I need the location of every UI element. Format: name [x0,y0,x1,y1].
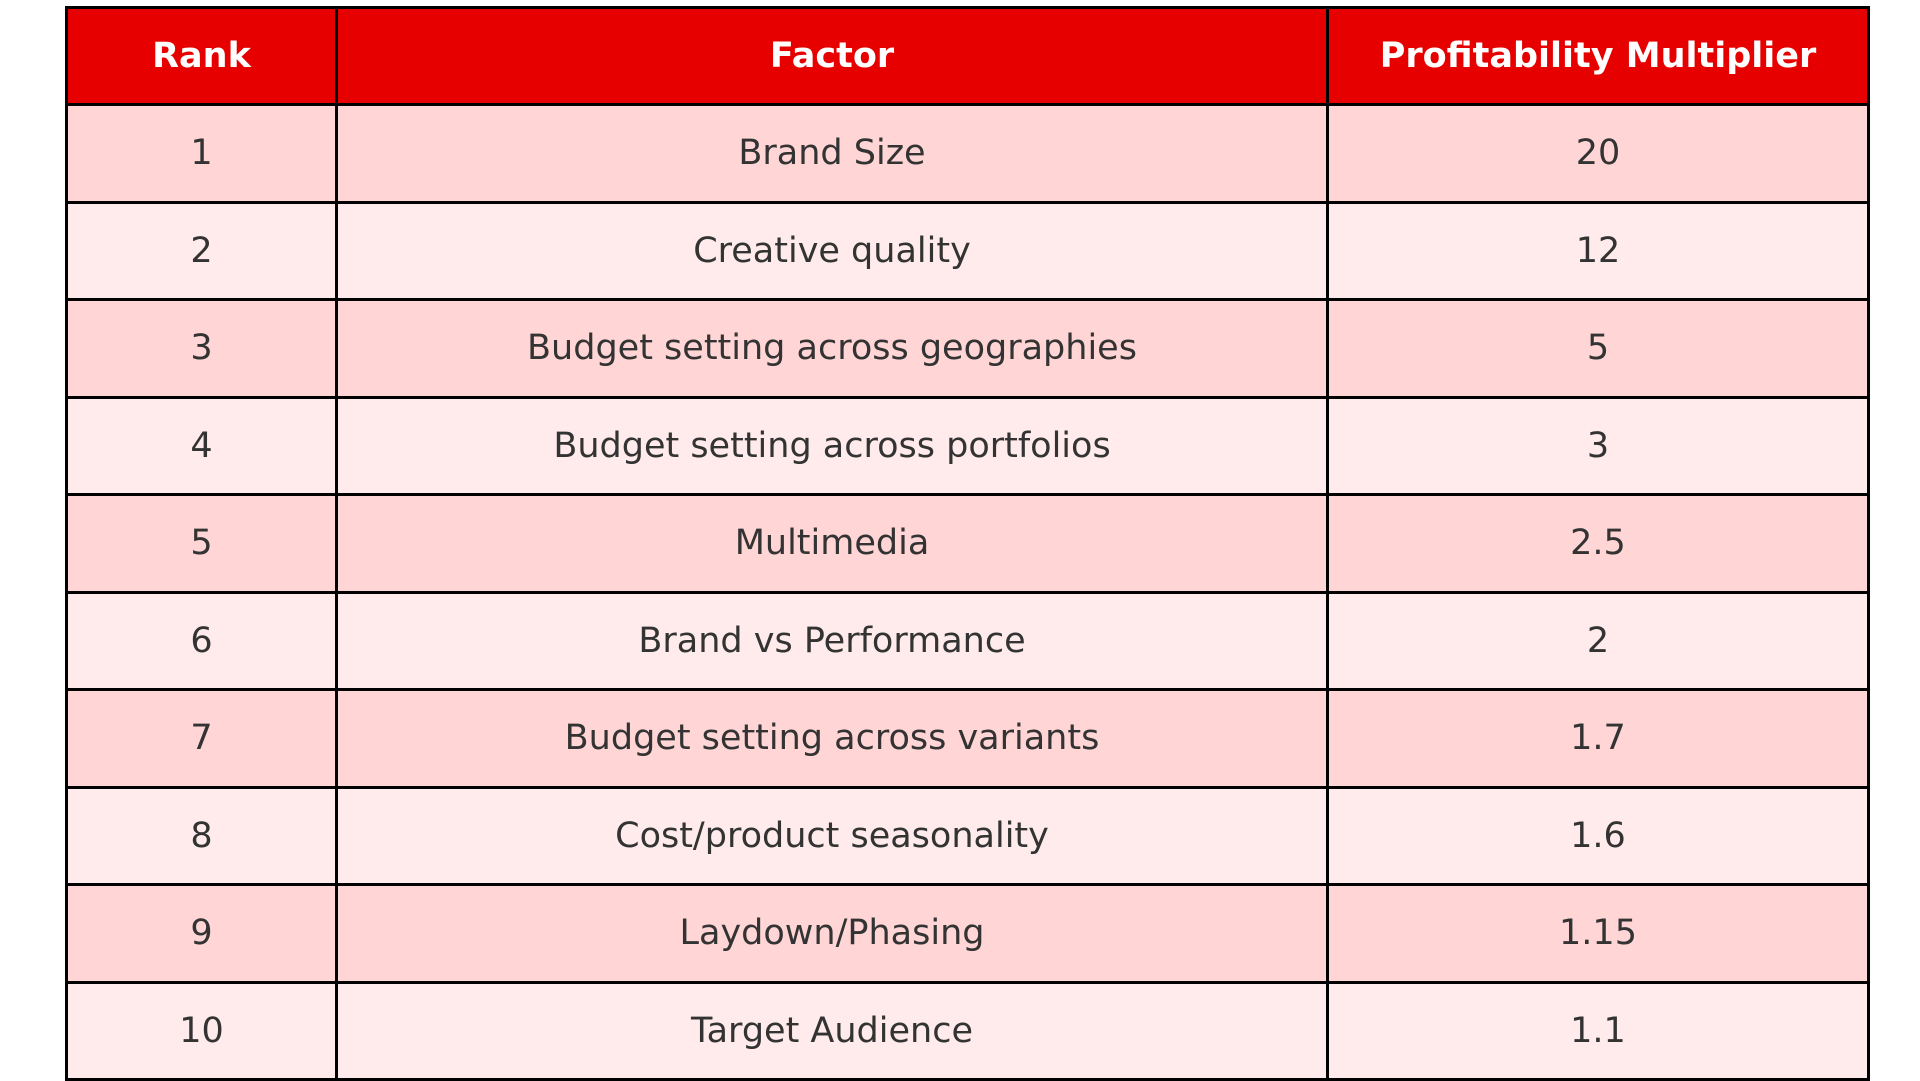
column-header-profitability-multiplier: Profitability Multiplier [1326,6,1870,106]
multiplier-cell: 2.5 [1326,493,1870,594]
rank-cell: 4 [65,395,338,496]
rank-cell: 3 [65,298,338,399]
factor-cell: Budget setting across portfolios [335,395,1329,496]
multiplier-cell: 2 [1326,590,1870,691]
factor-cell: Brand vs Performance [335,590,1329,691]
table-row: 7 Budget setting across variants 1.7 [65,688,1870,789]
ranking-table: Rank Factor Profitability Multiplier 1 Br… [65,6,1870,1081]
factor-cell: Cost/product seasonality [335,785,1329,886]
multiplier-cell: 1.6 [1326,785,1870,886]
table-row: 8 Cost/product seasonality 1.6 [65,785,1870,886]
factor-cell: Brand Size [335,103,1329,204]
table-body: 1 Brand Size 20 2 Creative quality 12 3 Budget … [65,103,1870,1081]
table-header: Rank Factor Profitability Multiplier [65,6,1870,106]
ranking-table-container: Rank Factor Profitability Multiplier 1 Br… [65,6,1870,1081]
multiplier-cell: 3 [1326,395,1870,496]
multiplier-cell: 1.15 [1326,883,1870,984]
multiplier-cell: 5 [1326,298,1870,399]
factor-cell: Budget setting across geographies [335,298,1329,399]
table-row: 2 Creative quality 12 [65,200,1870,301]
rank-cell: 5 [65,493,338,594]
rank-cell: 10 [65,980,338,1081]
table-row: 5 Multimedia 2.5 [65,493,1870,594]
rank-cell: 1 [65,103,338,204]
rank-cell: 6 [65,590,338,691]
rank-cell: 8 [65,785,338,886]
table-row: 3 Budget setting across geographies 5 [65,298,1870,399]
multiplier-cell: 20 [1326,103,1870,204]
table-row: 6 Brand vs Performance 2 [65,590,1870,691]
factor-cell: Laydown/Phasing [335,883,1329,984]
table-row: 9 Laydown/Phasing 1.15 [65,883,1870,984]
column-header-factor: Factor [335,6,1329,106]
factor-cell: Target Audience [335,980,1329,1081]
table-row: 1 Brand Size 20 [65,103,1870,204]
factor-cell: Multimedia [335,493,1329,594]
rank-cell: 9 [65,883,338,984]
table-row: 4 Budget setting across portfolios 3 [65,395,1870,496]
multiplier-cell: 1.7 [1326,688,1870,789]
rank-cell: 7 [65,688,338,789]
rank-cell: 2 [65,200,338,301]
table-row: 10 Target Audience 1.1 [65,980,1870,1081]
factor-cell: Creative quality [335,200,1329,301]
factor-cell: Budget setting across variants [335,688,1329,789]
multiplier-cell: 1.1 [1326,980,1870,1081]
multiplier-cell: 12 [1326,200,1870,301]
column-header-rank: Rank [65,6,338,106]
header-row: Rank Factor Profitability Multiplier [65,6,1870,106]
